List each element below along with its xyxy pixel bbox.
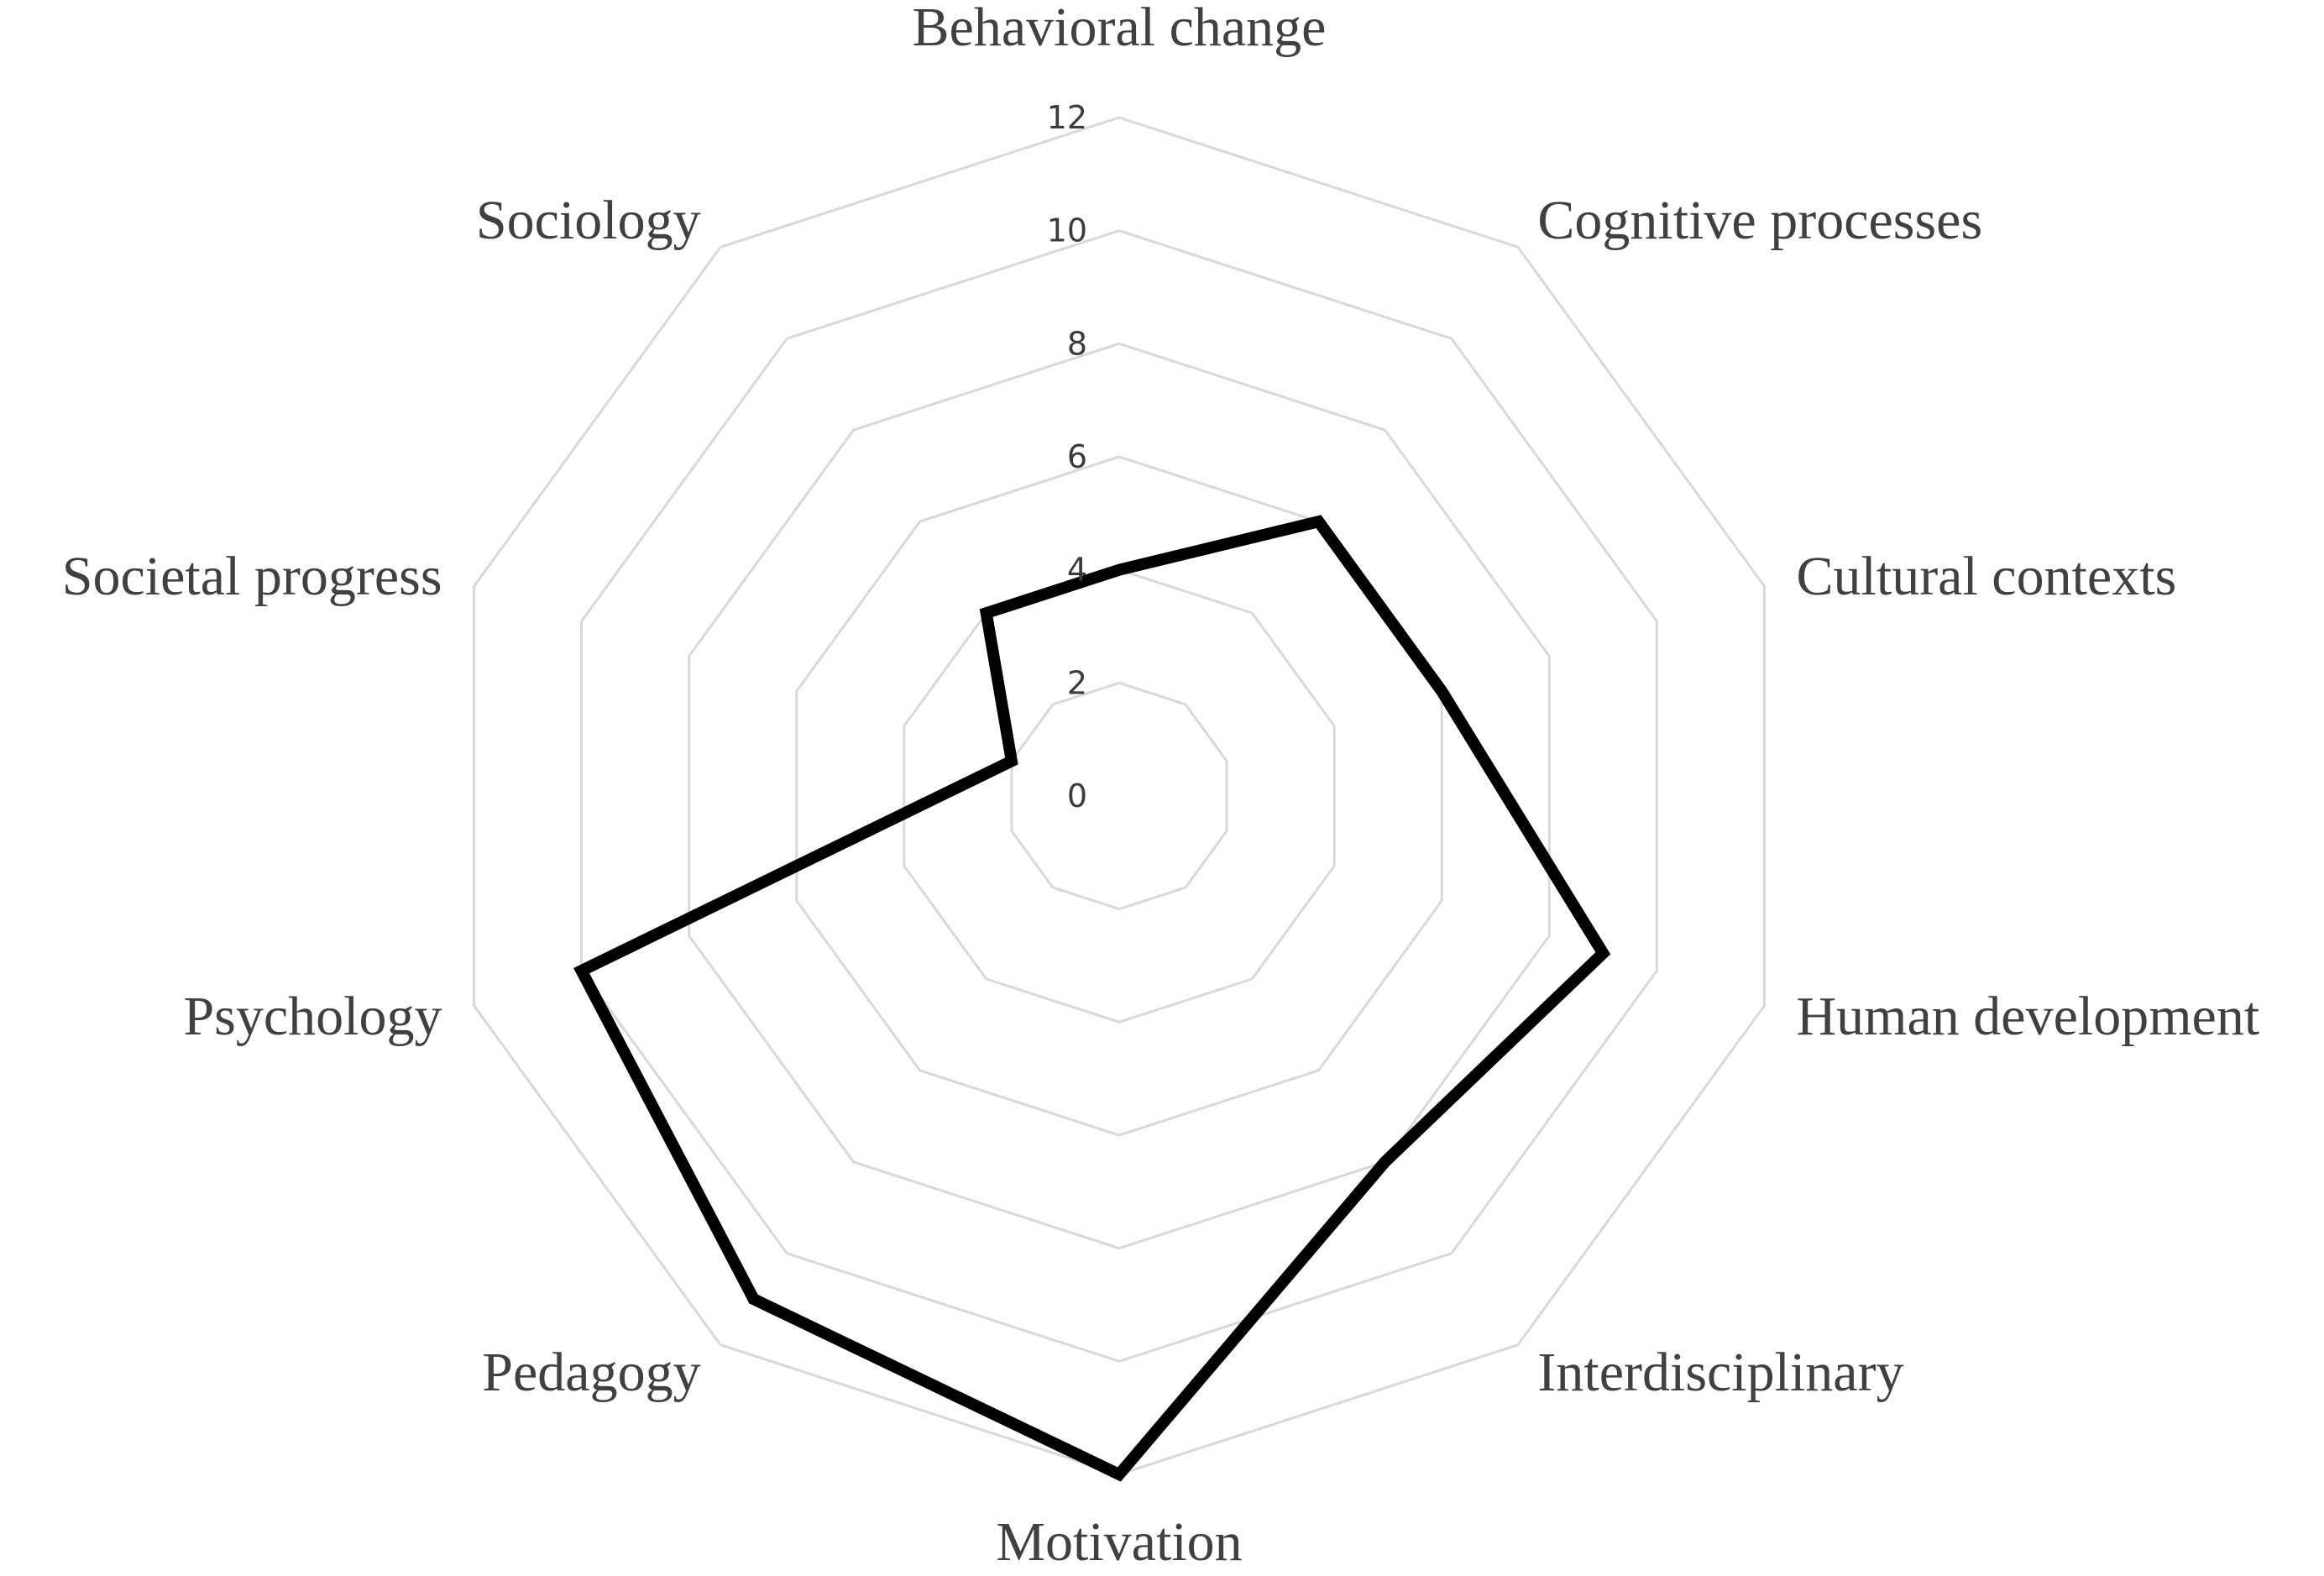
tick-label-6: 6: [1067, 438, 1087, 475]
category-label-3: Human development: [1797, 986, 2260, 1047]
grid-ring-4: [903, 568, 1336, 1024]
tick-label-0: 0: [1067, 778, 1087, 814]
tick-label-2: 2: [1067, 664, 1087, 701]
tick-label-10: 10: [1047, 212, 1087, 249]
grid-rings: [473, 116, 1766, 1476]
category-label-1: Cognitive processes: [1537, 190, 1982, 251]
category-labels: Behavioral change Cognitive processes Cult…: [62, 0, 2259, 1573]
category-label-4: Interdisciplinary: [1537, 1342, 1903, 1403]
tick-label-12: 12: [1047, 99, 1087, 136]
grid-ring-2: [1010, 681, 1228, 911]
grid-ring-10: [580, 229, 1658, 1363]
category-label-0: Behavioral change: [913, 0, 1327, 58]
series-line-0: [573, 515, 1611, 1482]
tick-label-8: 8: [1067, 325, 1087, 362]
series-layer: [573, 515, 1611, 1482]
category-label-7: Psychology: [183, 986, 442, 1047]
category-label-8: Societal progress: [62, 546, 442, 607]
category-label-9: Sociology: [476, 190, 701, 251]
tick-label-4: 4: [1067, 552, 1087, 589]
grid-ring-8: [688, 342, 1551, 1250]
grid-ring-12: [473, 116, 1766, 1476]
category-label-5: Motivation: [996, 1511, 1242, 1573]
category-label-2: Cultural contexts: [1797, 546, 2177, 607]
category-label-6: Pedagogy: [482, 1342, 700, 1403]
radial-tick-labels: 0 2 4 6 8 10 12: [1047, 99, 1087, 814]
